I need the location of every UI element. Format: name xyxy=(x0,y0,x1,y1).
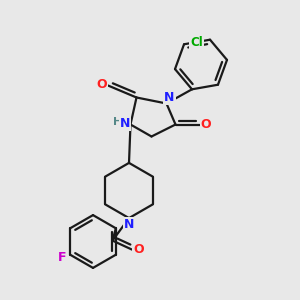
Text: H: H xyxy=(113,117,122,127)
Text: Cl: Cl xyxy=(190,36,203,49)
Text: O: O xyxy=(201,118,212,131)
Text: N: N xyxy=(164,91,175,104)
Text: N: N xyxy=(124,218,134,231)
Text: O: O xyxy=(96,77,107,91)
Text: F: F xyxy=(58,250,66,264)
Text: O: O xyxy=(133,243,144,256)
Text: N: N xyxy=(120,116,130,130)
